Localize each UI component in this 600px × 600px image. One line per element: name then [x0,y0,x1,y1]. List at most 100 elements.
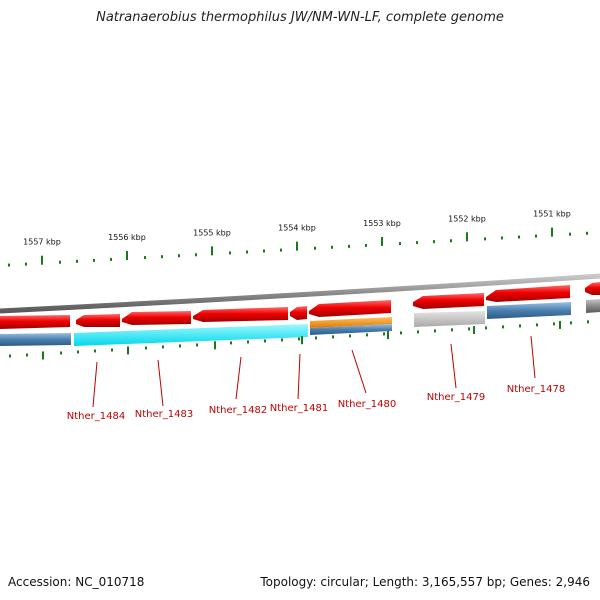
kbp-label: 1556 kbp [108,233,146,242]
scale-minor-tick [9,354,11,358]
scale-minor-tick [400,331,402,335]
gene-label[interactable]: Nther_1480 [338,399,396,410]
scale-minor-tick [332,335,334,339]
gene-callout-line [351,349,367,394]
scale-major-tick [296,241,298,251]
scale-minor-tick [145,346,147,350]
gene-arrow[interactable] [585,282,600,295]
scale-minor-tick [383,332,385,336]
scale-major-tick [41,255,43,265]
scale-minor-tick [349,334,351,338]
scale-major-tick [301,336,303,345]
kbp-label: 1551 kbp [533,210,571,219]
scale-minor-tick [230,341,232,345]
scale-minor-tick [196,343,198,347]
scale-minor-tick [451,328,453,332]
scale-minor-tick [110,257,112,261]
gene-callout-line [157,359,164,407]
scale-minor-tick [468,327,470,331]
scale-minor-tick [298,337,300,341]
gene-label-group: Nther_1484 Nther_1483 Nther_1482 Nther_1481… [67,335,565,422]
cog-bar[interactable] [487,302,571,319]
scale-major-tick [473,326,475,335]
cog-bar[interactable] [74,324,308,346]
gene-arrow[interactable] [413,293,484,309]
gene-label[interactable]: Nther_1482 [209,405,267,416]
gene-arrow[interactable] [309,300,391,317]
scale-minor-tick [553,322,555,326]
kbp-label: 1554 kbp [278,224,316,233]
scale-minor-tick [247,340,249,344]
scale-minor-tick [536,323,538,327]
scale-minor-tick [281,338,283,342]
scale-minor-tick [263,249,265,253]
genome-summary-text: Topology: circular; Length: 3,165,557 bp… [260,575,590,589]
scale-minor-tick [535,234,537,238]
scale-minor-tick [484,237,486,241]
cog-bar[interactable] [0,333,71,346]
gene-label[interactable]: Nther_1483 [135,409,193,420]
accession-text: Accession: NC_010718 [8,575,145,589]
scale-minor-tick [195,253,197,257]
top-gene-track [0,282,600,329]
scale-minor-tick [586,231,588,235]
scale-minor-tick [26,353,28,357]
scale-minor-tick [264,339,266,343]
scale-minor-tick [569,232,571,236]
scale-major-tick [466,232,468,242]
gene-label[interactable]: Nther_1479 [427,392,485,403]
scale-minor-tick [433,240,435,244]
scale-major-tick [551,227,553,237]
cog-bar[interactable] [586,299,600,313]
scale-minor-tick [60,351,62,355]
gene-arrow[interactable] [122,311,191,325]
gene-label[interactable]: Nther_1484 [67,411,125,422]
cog-bar[interactable] [310,317,392,328]
kbp-label: 1557 kbp [23,238,61,247]
cog-bar[interactable] [310,324,392,335]
scale-minor-tick [161,255,163,259]
scale-minor-tick [450,239,452,243]
scale-minor-tick [94,349,96,353]
scale-minor-tick [519,324,521,328]
gene-callout-line [297,353,301,400]
gene-callout-line [450,343,457,389]
scale-minor-tick [314,246,316,250]
map-title: Natranaerobius thermophilus JW/NM-WN-LF,… [96,10,504,25]
scale-minor-tick [246,250,248,254]
scale-major-tick [214,341,216,350]
gene-arrow[interactable] [193,307,288,322]
scale-minor-tick [144,256,146,260]
scale-major-tick [559,320,561,329]
gene-arrow[interactable] [486,285,570,302]
gene-label[interactable]: Nther_1478 [507,384,565,395]
scale-major-tick [387,331,389,340]
scale-major-tick [211,246,213,256]
scale-minor-tick [93,258,95,262]
cog-bar[interactable] [414,311,485,327]
scale-minor-tick [179,344,181,348]
kbp-label: 1555 kbp [193,228,231,237]
gene-arrow[interactable] [290,306,307,320]
scale-minor-tick [485,326,487,330]
genome-backbone [0,273,600,314]
scale-minor-tick [280,248,282,252]
scale-major-tick [42,351,44,360]
gene-arrow[interactable] [0,315,70,329]
gene-callout-line [92,361,98,408]
scale-minor-tick [365,243,367,247]
scale-minor-tick [366,333,368,337]
scale-minor-tick [518,235,520,239]
scale-major-tick [381,236,383,246]
bottom-gene-track [0,299,600,346]
scale-minor-tick [77,350,79,354]
gene-arrow[interactable] [76,314,120,327]
scale-minor-tick [348,244,350,248]
scale-minor-tick [229,251,231,255]
scale-minor-tick [8,263,10,267]
gene-label[interactable]: Nther_1481 [270,403,328,414]
gene-callout-line [530,335,536,379]
scale-minor-tick [417,330,419,334]
scale-minor-tick [111,348,113,352]
